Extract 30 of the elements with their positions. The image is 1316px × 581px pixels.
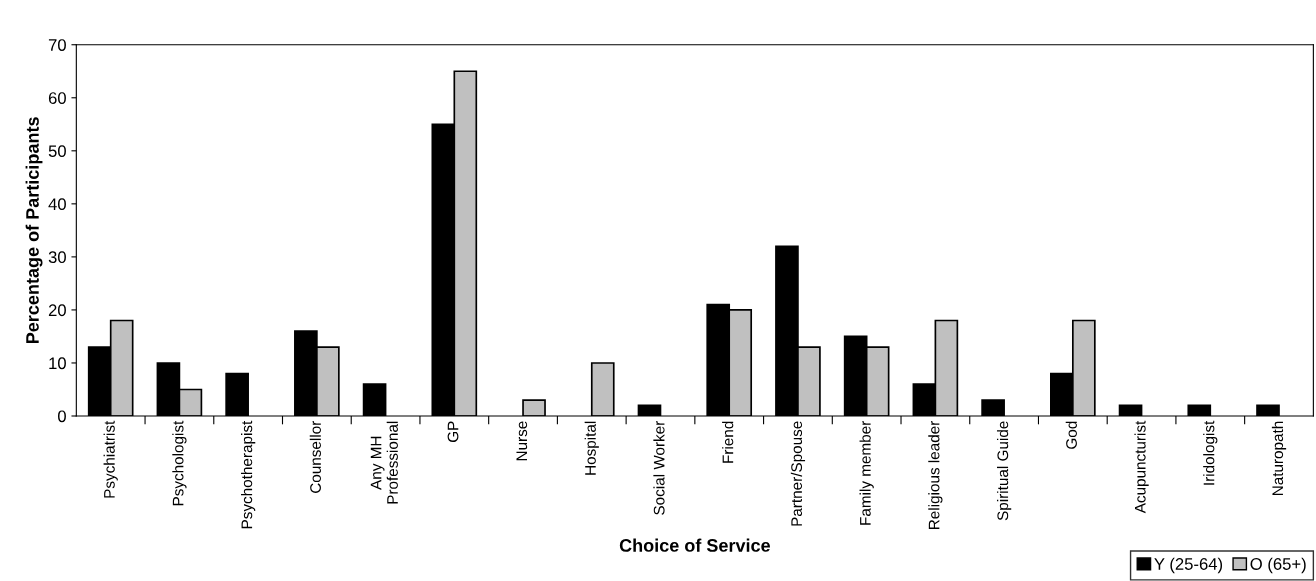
y-tick-label: 30 bbox=[48, 251, 66, 264]
x-tick-label: Psychiatrist bbox=[103, 420, 118, 498]
x-tick-label: Counsellor bbox=[309, 420, 321, 493]
x-tick-label: Iridologist bbox=[1203, 420, 1218, 485]
x-tick-label: Spiritual Guide bbox=[996, 421, 1012, 521]
y-tick-label: 60 bbox=[48, 92, 66, 104]
x-tick-label: Friend bbox=[722, 421, 734, 463]
x-tick-label: Family member bbox=[859, 420, 874, 525]
x-tick-label: GP bbox=[447, 421, 459, 443]
y-tick-label: 40 bbox=[48, 198, 66, 211]
x-tick-label: Nurse bbox=[516, 421, 528, 461]
x-tick-label: Psychologist bbox=[172, 420, 187, 506]
y-tick-label: 20 bbox=[48, 304, 66, 317]
x-tick-label: Partner/Spouse bbox=[790, 421, 806, 526]
y-tick-label: 50 bbox=[48, 145, 66, 158]
x-tick-label: Hospital bbox=[584, 421, 599, 475]
y-axis-title: Percentage of Participants bbox=[25, 117, 43, 344]
x-axis-title: Choice of Service bbox=[619, 538, 770, 552]
x-tick-label: Religious leader bbox=[928, 420, 943, 530]
y-tick-label: 10 bbox=[49, 357, 66, 370]
x-tick-label: God bbox=[1065, 421, 1077, 449]
y-tick-label: 0 bbox=[57, 410, 66, 423]
x-tick-label: Social Worker bbox=[653, 420, 665, 515]
x-tick-label: Psychotherapist bbox=[241, 420, 256, 529]
legend-label: O (65+) bbox=[1250, 557, 1306, 574]
x-tick-label: Any MH Professional bbox=[370, 421, 398, 504]
y-tick-label: 70 bbox=[48, 39, 66, 51]
legend-label: Y (25-64) bbox=[1154, 557, 1223, 574]
x-tick-label: Naturopath bbox=[1271, 421, 1287, 496]
x-tick-label: Acupuncturist bbox=[1134, 420, 1149, 514]
